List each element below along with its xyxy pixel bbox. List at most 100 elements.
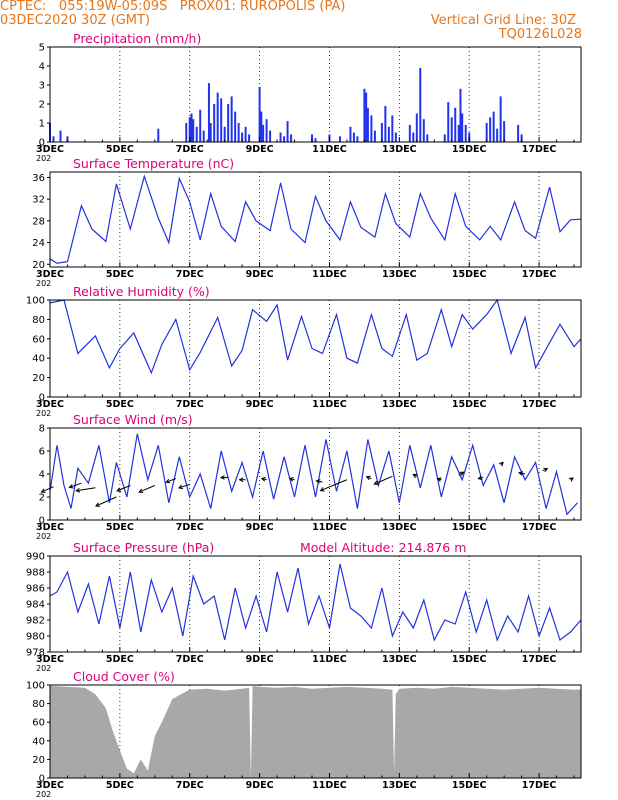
y-tick-label: 100 [26,681,45,692]
y-tick-label: 20 [32,755,45,766]
precip-bar [457,124,460,142]
wind-arrow-head [75,487,81,493]
x-tick-label: 7DEC [176,269,204,280]
x-tick-label: 7DEC [176,522,204,533]
precip-bar [260,111,263,142]
precip-bar [207,83,210,142]
precip-bar [290,134,293,142]
precip-bar [216,92,219,142]
y-tick-label: 2 [39,493,45,504]
precip-bar [227,104,230,142]
wind-arrow-head [568,477,574,482]
header-date-line: 03DEC2020 30Z (GMT) [0,13,151,28]
precip-bar [230,96,233,142]
y-tick-label: 980 [26,632,45,643]
panel-title: Surface Wind (m/s) [73,412,193,427]
x-tick-label: 7DEC [176,144,204,155]
precip-bar [157,128,160,142]
precip-bar [52,136,55,142]
x-tick-label: 9DEC [246,780,274,791]
x-tick-label: 13DEC [382,654,417,665]
y-tick-label: 2 [39,100,45,111]
precip-bar [241,132,244,142]
y-tick-label: 3 [39,81,45,92]
y-tick-label: 100 [26,296,45,307]
x-tick-label: 5DEC [106,654,134,665]
precip-bar [269,130,272,142]
wind-arrow [116,485,131,492]
wind-arrow [165,478,176,483]
x-tick-label: 3DEC [36,269,64,280]
x-tick-label: 11DEC [312,780,347,791]
precip-bar [213,104,216,142]
precip-bar [391,115,394,142]
y-tick-label: 20 [32,373,45,384]
header: CPTEC: 055:19W-05:09S PROX01: RUROPOLIS … [0,0,618,46]
precip-bar [188,117,191,142]
precip-bar [352,132,355,142]
precip-bar [485,123,488,142]
x-tick-label: 9DEC [246,654,274,665]
x-tick-label: 15DEC [452,269,487,280]
precip-bar [59,130,62,142]
wind-arrow-head [238,477,244,483]
wind-arrow-head [319,487,325,492]
x-tick-label: 3DEC [36,144,64,155]
wind-arrow [95,496,117,507]
x-tick-label: 5DEC [106,399,134,410]
x-tick-label: 3DEC [36,399,64,410]
precip-bar [365,92,368,142]
precip-bar [66,136,69,142]
year-label: 202 [36,279,51,288]
y-tick-label: 40 [32,736,45,747]
wind-arrow-head [288,477,294,482]
x-tick-label: 17DEC [522,399,557,410]
y-tick-label: 978 [26,648,45,659]
precip-bar [356,136,359,142]
precip-bar [373,130,376,142]
wind-arrow-head [499,461,504,467]
precip-bar [426,134,429,142]
x-tick-label: 15DEC [452,654,487,665]
wind-arrow-head [518,471,524,476]
x-tick-label: 15DEC [452,780,487,791]
wind-arrow-head [260,477,266,482]
precip-bar [286,121,289,142]
x-tick-label: 11DEC [312,399,347,410]
wind-arrow-head [138,488,144,493]
precip-bar [415,113,418,142]
precip-bar [363,88,366,142]
y-tick-label: 0 [39,138,45,149]
precip-bar [265,119,268,142]
y-tick-label: 4 [39,62,45,73]
y-tick-label: 80 [32,315,45,326]
x-tick-label: 17DEC [522,780,557,791]
precip-bar [248,134,251,142]
x-tick-label: 17DEC [522,654,557,665]
y-tick-label: 986 [26,584,45,595]
precip-bar [262,124,265,142]
precip-bar [394,132,397,142]
precip-bar [461,113,464,142]
series-line [49,563,582,642]
precip-bar [503,121,506,142]
panel-title: Surface Temperature (nC) [73,156,234,171]
wind-arrow-head [219,475,225,480]
precip-bar [192,119,195,142]
precip-bar [384,105,387,142]
x-tick-label: 11DEC [312,654,347,665]
wind-arrow [178,483,190,489]
panel-title: Relative Humidity (%) [73,284,210,299]
y-tick-label: 1 [39,119,45,130]
x-tick-label: 15DEC [452,399,487,410]
x-tick-label: 17DEC [522,144,557,155]
y-tick-label: 984 [26,600,45,611]
x-tick-label: 15DEC [452,522,487,533]
wind-arrow-head [116,487,122,492]
x-tick-label: 7DEC [176,399,204,410]
precip-bar [454,107,457,142]
x-tick-label: 5DEC [106,522,134,533]
y-tick-label: 4 [39,470,45,481]
y-tick-label: 80 [32,699,45,710]
precip-bar [190,113,193,142]
